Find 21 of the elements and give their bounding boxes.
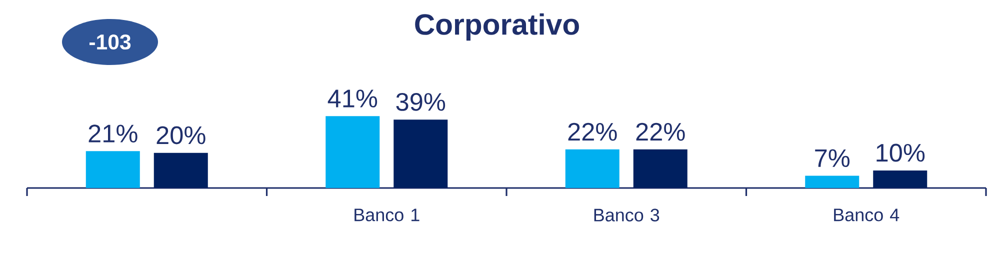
- bar: [86, 151, 140, 188]
- data-label: 41%: [328, 90, 378, 108]
- bar: [805, 176, 860, 188]
- data-label: 21%: [88, 124, 138, 142]
- data-label: 10%: [876, 144, 925, 162]
- bar: [326, 116, 380, 188]
- bar: [394, 120, 448, 188]
- bar: [873, 170, 928, 188]
- data-label: 20%: [156, 126, 206, 144]
- x-tick-label: Banco 1: [354, 208, 420, 222]
- x-tick-label: Banco 4: [834, 208, 900, 222]
- bar: [565, 149, 620, 188]
- bar: [154, 152, 208, 188]
- bar: [633, 149, 688, 188]
- x-tick-label: Banco 3: [594, 208, 660, 222]
- data-label: 39%: [396, 92, 446, 111]
- text: -103: [90, 34, 131, 50]
- data-label: 22%: [636, 122, 685, 141]
- chart-title: Corporativo: [415, 13, 579, 41]
- data-label: 7%: [815, 149, 850, 168]
- data-label: 22%: [568, 122, 617, 141]
